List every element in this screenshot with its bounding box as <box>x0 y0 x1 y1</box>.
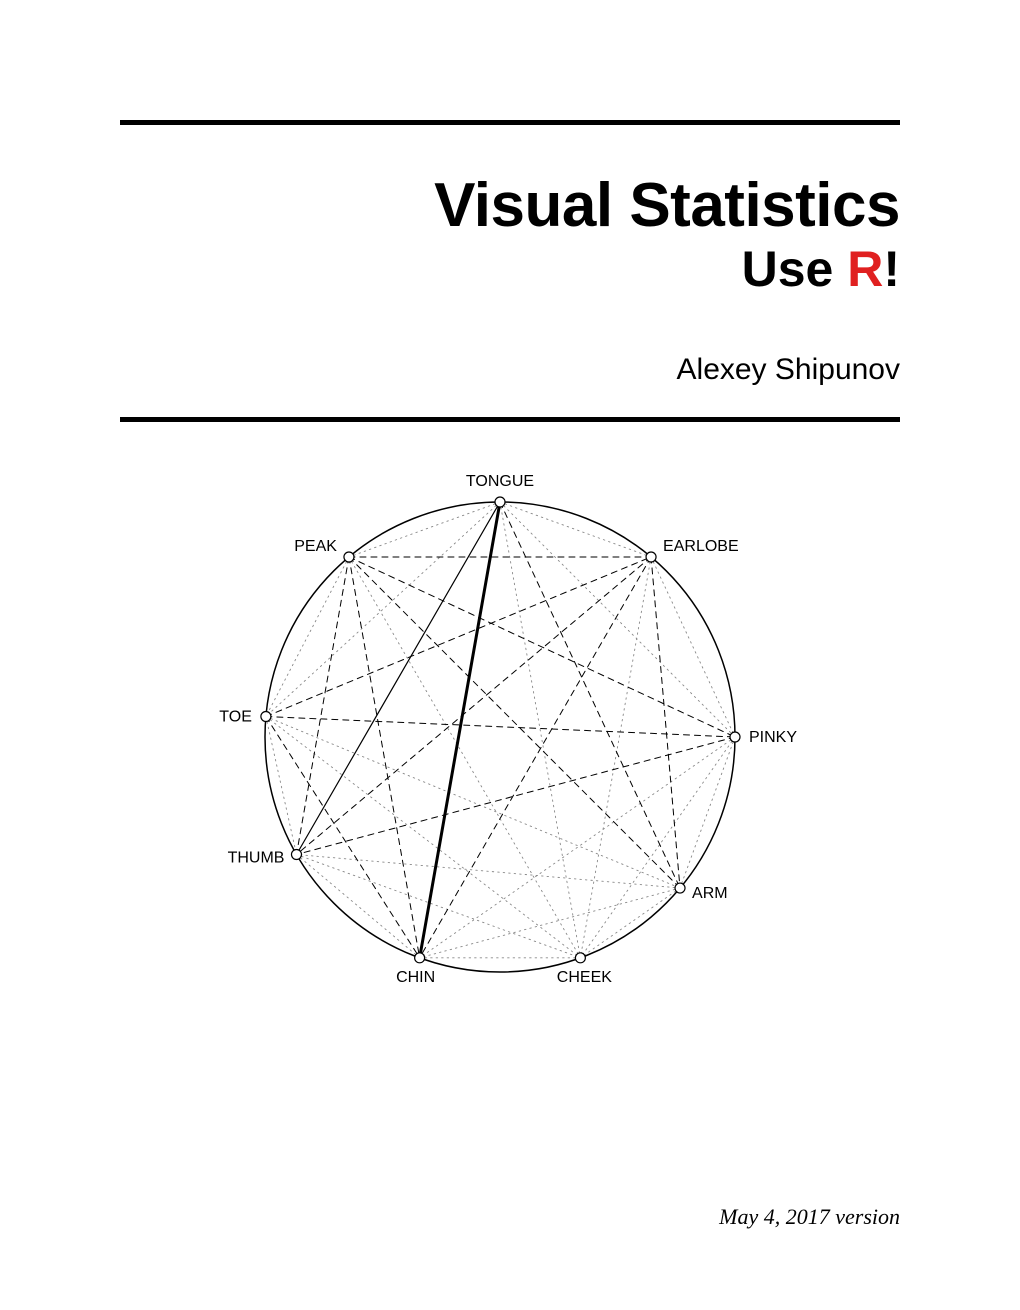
node-label-thumb: THUMB <box>228 850 285 867</box>
node-peak <box>344 552 354 562</box>
edge-tongue-toe <box>266 502 500 717</box>
node-label-chin: CHIN <box>396 969 435 986</box>
version-text: May 4, 2017 version <box>719 1204 900 1230</box>
edge-toe-chin <box>266 717 420 958</box>
node-label-earlobe: EARLOBE <box>663 538 739 555</box>
edge-peak-toe <box>266 557 349 717</box>
subtitle-prefix: Use <box>742 241 848 297</box>
edge-pinky-chin <box>420 737 735 958</box>
edge-toe-cheek <box>266 717 580 958</box>
diagram-container: TONGUE EARLOBE PINKY ARM CHEEK CHIN THUMB TOE PE… <box>120 457 900 1047</box>
node-arm <box>675 883 685 893</box>
edge-earlobe-thumb <box>296 557 651 855</box>
edge-peak-cheek <box>349 557 580 958</box>
node-thumb <box>291 850 301 860</box>
edge-pinky-thumb <box>296 737 735 855</box>
node-toe <box>261 712 271 722</box>
node-label-tongue: TONGUE <box>466 473 534 490</box>
edge-arm-cheek <box>580 888 680 958</box>
bottom-rule <box>120 417 900 422</box>
edge-pinky-arm <box>680 737 735 888</box>
node-pinky <box>730 732 740 742</box>
edge-thumb-chin <box>296 855 419 958</box>
edge-earlobe-arm <box>651 557 680 888</box>
edge-peak-pinky <box>349 557 735 737</box>
edge-tongue-chin <box>420 502 500 958</box>
cover-page: Visual Statistics Use R! Alexey Shipunov… <box>0 0 1020 1310</box>
edge-toe-pinky <box>266 717 735 737</box>
edge-arm-chin <box>420 888 680 958</box>
edge-earlobe-pinky <box>651 557 735 737</box>
edge-pinky-cheek <box>580 737 735 958</box>
title-main: Visual Statistics <box>120 173 900 238</box>
network-diagram: TONGUE EARLOBE PINKY ARM CHEEK CHIN THUMB TOE PE… <box>200 457 820 1047</box>
edge-thumb-cheek <box>296 855 580 958</box>
edge-toe-arm <box>266 717 680 889</box>
node-label-pinky: PINKY <box>749 729 797 746</box>
edge-tongue-peak <box>349 502 500 557</box>
node-cheek <box>575 953 585 963</box>
edge-tongue-earlobe <box>500 502 651 557</box>
edge-peak-chin <box>349 557 420 958</box>
node-chin <box>415 953 425 963</box>
node-label-toe: TOE <box>219 709 252 726</box>
subtitle-suffix: ! <box>883 241 900 297</box>
title-block: Visual Statistics Use R! <box>120 173 900 298</box>
top-rule <box>120 120 900 125</box>
node-label-arm: ARM <box>692 885 728 902</box>
subtitle-accent: R <box>847 241 883 297</box>
node-label-cheek: CHEEK <box>557 969 612 986</box>
node-tongue <box>495 497 505 507</box>
author-name: Alexey Shipunov <box>120 353 900 387</box>
edge-earlobe-cheek <box>580 557 651 958</box>
edge-arm-thumb <box>296 855 680 889</box>
node-label-peak: PEAK <box>294 538 337 555</box>
title-subtitle: Use R! <box>120 240 900 298</box>
node-earlobe <box>646 552 656 562</box>
